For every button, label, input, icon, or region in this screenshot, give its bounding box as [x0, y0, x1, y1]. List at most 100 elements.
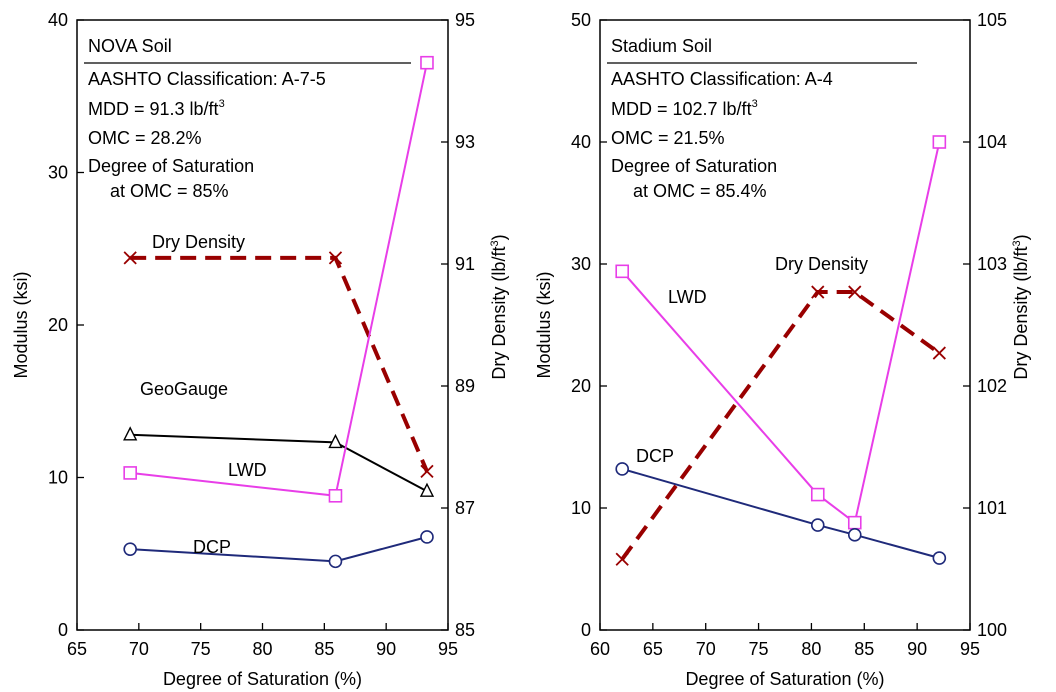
x-tick-label: 60: [590, 639, 610, 659]
y2-axis-label-main: Dry Density (lb/ft: [1011, 247, 1031, 380]
y2-tick-label: 103: [977, 254, 1007, 274]
data-point-square: [847, 515, 862, 530]
y2-tick-label: 87: [455, 498, 475, 518]
x-tick-label: 65: [67, 639, 87, 659]
series-dcp: DCP: [615, 446, 947, 565]
y2-tick-label: 100: [977, 620, 1007, 640]
mdd: MDD = 91.3 lb/ft3: [88, 98, 225, 119]
soil-title: Stadium Soil: [611, 36, 712, 56]
series-label: GeoGauge: [140, 379, 228, 399]
y-tick-label: 30: [571, 254, 591, 274]
y-tick-label: 0: [58, 620, 68, 640]
x-tick-label: 80: [252, 639, 272, 659]
x-tick-label: 85: [314, 639, 334, 659]
y-axis-label: Modulus (ksi): [11, 271, 31, 378]
y2-tick-label: 105: [977, 10, 1007, 30]
y-tick-label: 20: [48, 315, 68, 335]
data-point-square: [123, 466, 137, 480]
y-tick-label: 10: [48, 468, 68, 488]
series-line: [620, 290, 941, 561]
y2-axis-label-main: Dry Density (lb/ft: [489, 247, 509, 380]
data-point-circle: [328, 554, 343, 569]
series-line: [130, 536, 428, 563]
classification: AASHTO Classification: A-4: [611, 69, 833, 89]
y2-tick-label: 89: [455, 376, 475, 396]
info-box: NOVA Soil AASHTO Classification: A-7-5 MDD…: [84, 36, 411, 201]
y2-tick-label: 91: [455, 254, 475, 274]
x-tick-label: 70: [696, 639, 716, 659]
omc: OMC = 21.5%: [611, 128, 725, 148]
series-lwd: LWD: [615, 135, 947, 530]
chart-2: 60 65 70 75 80 85 90 95 0 10 20 30 40 50 100 101 102 103 1…: [534, 10, 1031, 689]
data-point-x: [811, 285, 825, 299]
data-point-square: [328, 488, 343, 503]
y2-tick-label: 95: [455, 10, 475, 30]
classification: AASHTO Classification: A-7-5: [88, 69, 326, 89]
y-tick-label: 50: [571, 10, 591, 30]
x-tick-label: 80: [801, 639, 821, 659]
dos-line1: Degree of Saturation: [88, 156, 254, 176]
data-point-circle: [810, 518, 825, 532]
y-tick-label: 40: [48, 10, 68, 30]
series-label: DCP: [193, 537, 231, 557]
series-label: LWD: [668, 287, 707, 307]
data-point-x: [932, 346, 946, 360]
data-point-x: [328, 251, 343, 265]
data-point-x: [615, 552, 629, 566]
dos-line2: at OMC = 85.4%: [633, 181, 767, 201]
mdd-sup: 3: [219, 98, 225, 110]
y2-axis-label-sup: 3: [1011, 240, 1023, 246]
x-tick-label: 65: [643, 639, 663, 659]
x-tick-label: 95: [438, 639, 458, 659]
y2-axis-label-sup: 3: [489, 240, 501, 246]
mdd-sup: 3: [752, 98, 758, 110]
mdd: MDD = 102.7 lb/ft3: [611, 98, 758, 119]
y-tick-label: 30: [48, 163, 68, 183]
data-point-square: [420, 55, 434, 70]
omc: OMC = 28.2%: [88, 128, 202, 148]
dos-line2: at OMC = 85%: [110, 181, 229, 201]
y2-axis-label-end: ): [489, 234, 509, 240]
y2-axis-label-end: ): [1011, 234, 1031, 240]
series-label: Dry Density: [152, 232, 245, 252]
series-dry-density: Dry Density: [123, 232, 434, 479]
y2-axis-label: Dry Density (lb/ft3): [1011, 234, 1031, 379]
data-point-circle: [615, 462, 630, 476]
x-tick-label: 75: [749, 639, 769, 659]
y2-tick-label: 101: [977, 498, 1007, 518]
x-tick-label: 70: [129, 639, 149, 659]
data-point-square: [615, 264, 630, 279]
x-tick-label: 95: [960, 639, 980, 659]
data-point-x: [123, 251, 137, 265]
series-lwd: LWD: [123, 55, 434, 503]
y-tick-label: 10: [571, 498, 591, 518]
data-point-circle: [123, 542, 137, 556]
y2-tick-label: 85: [455, 620, 475, 640]
data-point-circle: [847, 528, 862, 542]
y-tick-label: 20: [571, 376, 591, 396]
x-axis-label: Degree of Saturation (%): [163, 669, 362, 689]
series-label: Dry Density: [775, 254, 868, 274]
series-line: [621, 467, 940, 559]
info-box: Stadium Soil AASHTO Classification: A-4 MD…: [607, 36, 917, 201]
data-point-circle: [420, 530, 434, 544]
y2-tick-label: 102: [977, 376, 1007, 396]
dos-line1: Degree of Saturation: [611, 156, 777, 176]
series-dcp: DCP: [123, 530, 434, 569]
x-tick-label: 85: [854, 639, 874, 659]
x-tick-label: 90: [907, 639, 927, 659]
data-point-x: [420, 464, 434, 479]
data-point-square: [810, 487, 825, 502]
data-point-triangle: [328, 433, 343, 449]
data-point-triangle: [123, 426, 138, 441]
data-point-x: [848, 285, 862, 299]
y2-tick-label: 93: [455, 132, 475, 152]
plot-frame: [599, 19, 971, 631]
data-point-square: [932, 135, 947, 149]
data-point-triangle: [419, 482, 435, 497]
series-dry-density: Dry Density: [615, 254, 946, 566]
series-line: [621, 141, 941, 525]
x-tick-label: 90: [376, 639, 396, 659]
series-label: DCP: [636, 446, 674, 466]
